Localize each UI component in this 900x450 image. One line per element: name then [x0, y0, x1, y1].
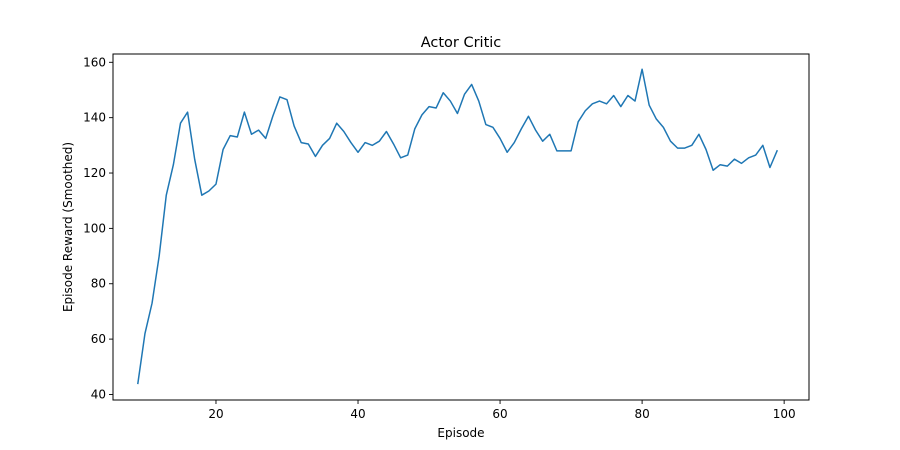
- y-tick-label: 140: [83, 111, 106, 125]
- chart-title: Actor Critic: [421, 35, 502, 51]
- x-axis-ticks: 20 40 60 80 100: [208, 400, 796, 421]
- x-tick-label: 100: [773, 407, 796, 421]
- x-axis-title: Episode: [437, 426, 484, 440]
- y-tick-label: 60: [91, 332, 106, 346]
- y-tick-label: 100: [83, 221, 106, 235]
- x-tick-label: 40: [350, 407, 365, 421]
- y-axis-title: Episode Reward (Smoothed): [61, 142, 75, 312]
- y-tick-label: 160: [83, 55, 106, 69]
- plot-frame: [112, 53, 810, 401]
- y-axis-ticks: 40 60 80 100 120 140 160: [83, 55, 113, 401]
- x-tick-label: 80: [634, 407, 649, 421]
- y-tick-label: 120: [83, 166, 106, 180]
- plot-background: [113, 54, 809, 400]
- y-tick-label: 40: [91, 387, 106, 401]
- series-line: [137, 68, 779, 385]
- x-tick-label: 20: [208, 407, 223, 421]
- x-tick-label: 60: [492, 407, 507, 421]
- y-tick-label: 80: [91, 277, 106, 291]
